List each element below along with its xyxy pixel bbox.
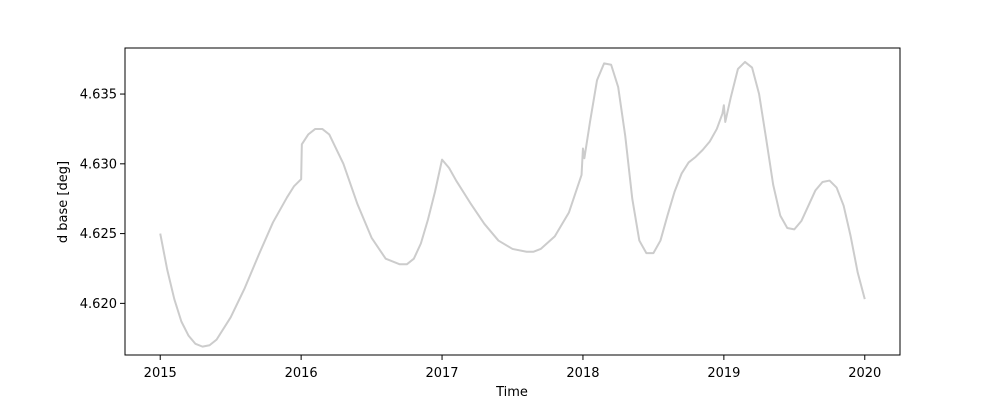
x-tick-label: 2017 bbox=[425, 366, 458, 381]
y-tick-label: 4.625 bbox=[80, 227, 117, 242]
x-tick-label: 2016 bbox=[285, 366, 318, 381]
x-tick-label: 2020 bbox=[848, 366, 881, 381]
y-axis: 4.620 4.625 4.630 4.635 bbox=[80, 88, 125, 312]
x-tick-label: 2015 bbox=[144, 366, 177, 381]
y-tick-label: 4.620 bbox=[80, 297, 117, 312]
plot-frame bbox=[124, 47, 901, 356]
x-axis-title: Time bbox=[495, 385, 528, 400]
plot-area bbox=[159, 60, 866, 348]
series-line-0 bbox=[159, 60, 866, 348]
x-tick-label: 2018 bbox=[566, 366, 599, 381]
y-tick-label: 4.630 bbox=[80, 157, 117, 172]
x-tick-label: 2019 bbox=[707, 366, 740, 381]
x-axis: 2015 2016 2017 2018 2019 2020 bbox=[144, 355, 881, 381]
y-tick-label: 4.635 bbox=[80, 88, 117, 103]
y-axis-title: d base [deg] bbox=[56, 161, 71, 243]
